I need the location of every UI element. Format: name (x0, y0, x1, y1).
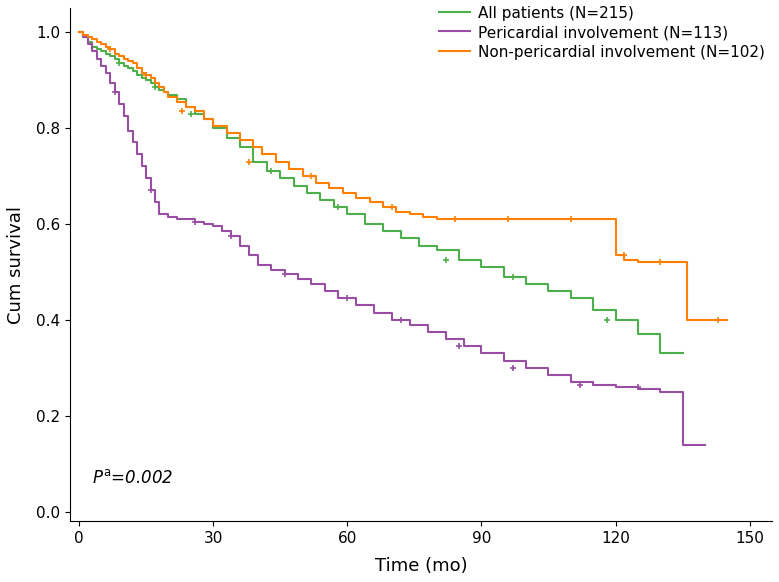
Y-axis label: Cum survival: Cum survival (7, 206, 25, 324)
All patients (N=215) (92, 45, 101, 52)
Pericardial involvement (N=113) (351, 302, 361, 309)
Pericardial involvement (N=113) (678, 441, 687, 448)
All patients (N=215) (588, 307, 597, 314)
Pericardial involvement (N=113) (700, 441, 710, 448)
Non-pericardial involvement (N=102) (119, 55, 129, 62)
Non-pericardial involvement (N=102) (159, 88, 168, 95)
All patients (N=215) (678, 350, 687, 357)
Pericardial involvement (N=113) (280, 271, 289, 278)
All patients (N=215) (74, 29, 83, 36)
X-axis label: Time (mo): Time (mo) (375, 557, 467, 575)
Non-pericardial involvement (N=102) (150, 79, 160, 86)
Pericardial involvement (N=113) (74, 29, 83, 36)
Pericardial involvement (N=113) (115, 101, 124, 108)
Non-pericardial involvement (N=102) (682, 317, 692, 324)
Line: Pericardial involvement (N=113): Pericardial involvement (N=113) (79, 32, 705, 445)
Line: All patients (N=215): All patients (N=215) (79, 32, 682, 353)
Pericardial involvement (N=113) (253, 261, 263, 268)
All patients (N=215) (155, 86, 164, 93)
Non-pericardial involvement (N=102) (164, 94, 173, 101)
Non-pericardial involvement (N=102) (141, 72, 150, 79)
All patients (N=215) (656, 350, 665, 357)
All patients (N=215) (315, 197, 325, 204)
All patients (N=215) (289, 182, 298, 189)
Non-pericardial involvement (N=102) (365, 199, 374, 206)
Text: $P^{\mathrm{a}}$=0.002: $P^{\mathrm{a}}$=0.002 (93, 469, 174, 487)
Pericardial involvement (N=113) (173, 216, 182, 223)
Legend: All patients (N=215), Pericardial involvement (N=113), Non-pericardial involveme: All patients (N=215), Pericardial involv… (439, 6, 764, 60)
All patients (N=215) (199, 115, 209, 122)
Non-pericardial involvement (N=102) (74, 29, 83, 36)
Pericardial involvement (N=113) (294, 276, 303, 283)
Line: Non-pericardial involvement (N=102): Non-pericardial involvement (N=102) (79, 32, 728, 320)
Non-pericardial involvement (N=102) (723, 317, 732, 324)
